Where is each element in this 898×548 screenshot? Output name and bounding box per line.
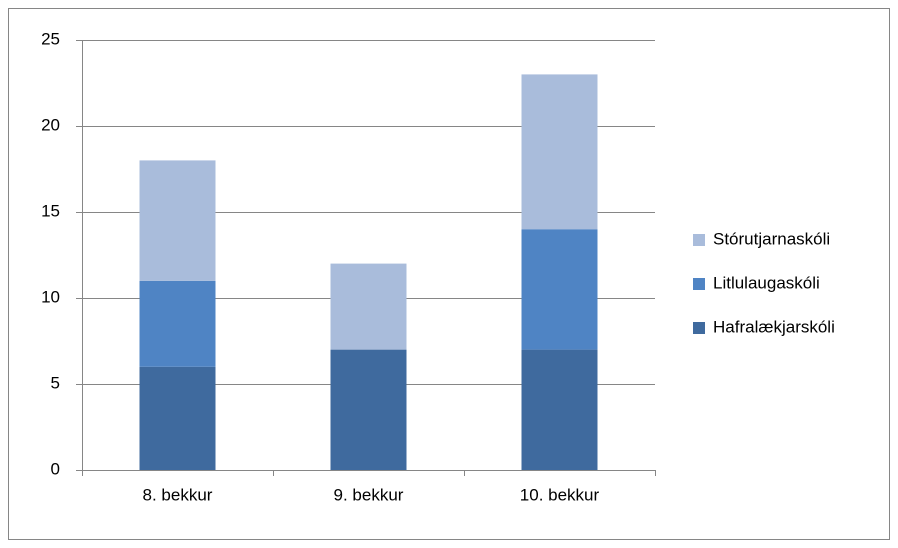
bar-segment bbox=[330, 349, 407, 470]
bar-segment bbox=[521, 74, 598, 230]
legend-swatch bbox=[693, 278, 705, 290]
legend-label: Litlulaugaskóli bbox=[713, 273, 820, 292]
bar-segment bbox=[330, 263, 407, 350]
x-tick-label: 9. bekkur bbox=[334, 485, 404, 504]
legend-label: Stórutjarnaskóli bbox=[713, 229, 830, 248]
y-tick-label: 25 bbox=[41, 29, 60, 48]
bar-segment bbox=[521, 229, 598, 350]
y-tick-label: 10 bbox=[41, 287, 60, 306]
legend-swatch bbox=[693, 322, 705, 334]
y-tick-label: 20 bbox=[41, 115, 60, 134]
y-tick-label: 15 bbox=[41, 201, 60, 220]
x-tick-label: 10. bekkur bbox=[520, 485, 600, 504]
bar-segment bbox=[139, 160, 216, 281]
bar-segment bbox=[139, 280, 216, 367]
y-tick-label: 5 bbox=[51, 373, 60, 392]
bar-segment bbox=[139, 366, 216, 470]
legend-label: Hafralækjarskóli bbox=[713, 317, 835, 336]
legend-swatch bbox=[693, 234, 705, 246]
y-tick-label: 0 bbox=[51, 459, 60, 478]
bar-segment bbox=[521, 349, 598, 470]
x-tick-label: 8. bekkur bbox=[143, 485, 213, 504]
